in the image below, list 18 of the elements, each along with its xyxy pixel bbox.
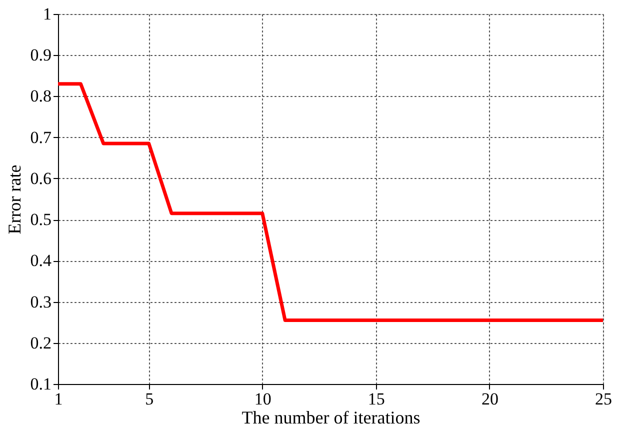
- y-tick-label: 1: [43, 4, 52, 24]
- y-axis-title: Error rate: [4, 164, 24, 234]
- y-tick-label: 0.8: [30, 86, 52, 106]
- x-tick-label: 25: [595, 390, 612, 408]
- line-series: [56, 82, 605, 322]
- x-tick-label: 15: [368, 390, 385, 408]
- y-tick-label: 0.1: [30, 374, 52, 394]
- y-tick-label: 0.3: [30, 292, 52, 312]
- y-tick-label: 0.2: [30, 333, 52, 352]
- x-tick-label: 20: [481, 390, 498, 408]
- y-tick-label: 0.5: [30, 210, 52, 230]
- y-tick-label: 0.7: [30, 128, 52, 147]
- x-tick-label: 10: [254, 390, 272, 408]
- y-tick-label: 0.6: [30, 168, 52, 188]
- x-axis-title: The number of iterations: [242, 408, 420, 428]
- y-tick-label: 0.4: [30, 251, 52, 270]
- y-tick-label: 0.9: [30, 46, 52, 65]
- x-tick-label: 5: [145, 390, 154, 408]
